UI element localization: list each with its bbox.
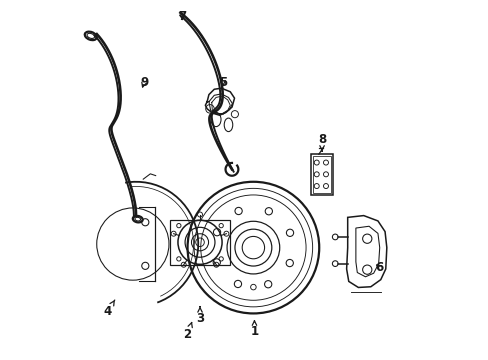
Text: 9: 9: [140, 76, 148, 89]
Text: 3: 3: [196, 307, 203, 325]
Text: 7: 7: [178, 10, 186, 23]
Text: 4: 4: [103, 300, 115, 318]
Text: 6: 6: [375, 261, 383, 274]
Text: 2: 2: [183, 323, 192, 341]
Text: 5: 5: [219, 76, 227, 89]
Text: 1: 1: [250, 321, 258, 338]
Text: 8: 8: [317, 132, 325, 151]
